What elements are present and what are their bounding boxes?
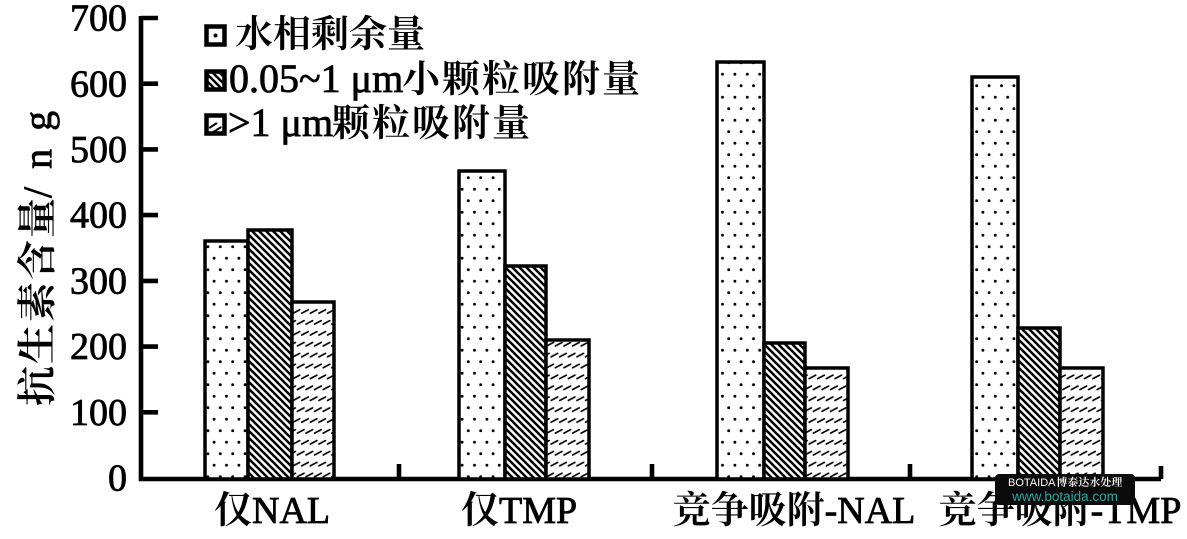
- svg-text:0.05~1 μm: 0.05~1 μm: [229, 56, 403, 101]
- svg-text:TMP: TMP: [499, 490, 577, 532]
- svg-text:500: 500: [70, 129, 127, 171]
- svg-text:-TMP: -TMP: [1091, 490, 1182, 532]
- svg-text:NAL: NAL: [252, 490, 330, 532]
- svg-text:200: 200: [70, 326, 127, 368]
- svg-text:BOTAIDA: BOTAIDA: [1008, 477, 1056, 489]
- svg-text:600: 600: [70, 63, 127, 105]
- svg-text:100: 100: [70, 392, 127, 434]
- svg-text:/ng: /ng: [15, 93, 60, 198]
- svg-text:-NAL: -NAL: [825, 490, 916, 532]
- svg-text:www.botaida.com: www.botaida.com: [1011, 489, 1118, 504]
- svg-text:>1 μm: >1 μm: [228, 100, 333, 145]
- svg-text:300: 300: [70, 261, 127, 303]
- svg-text:700: 700: [70, 0, 127, 40]
- svg-text:0: 0: [108, 458, 127, 500]
- svg-text:400: 400: [70, 195, 127, 237]
